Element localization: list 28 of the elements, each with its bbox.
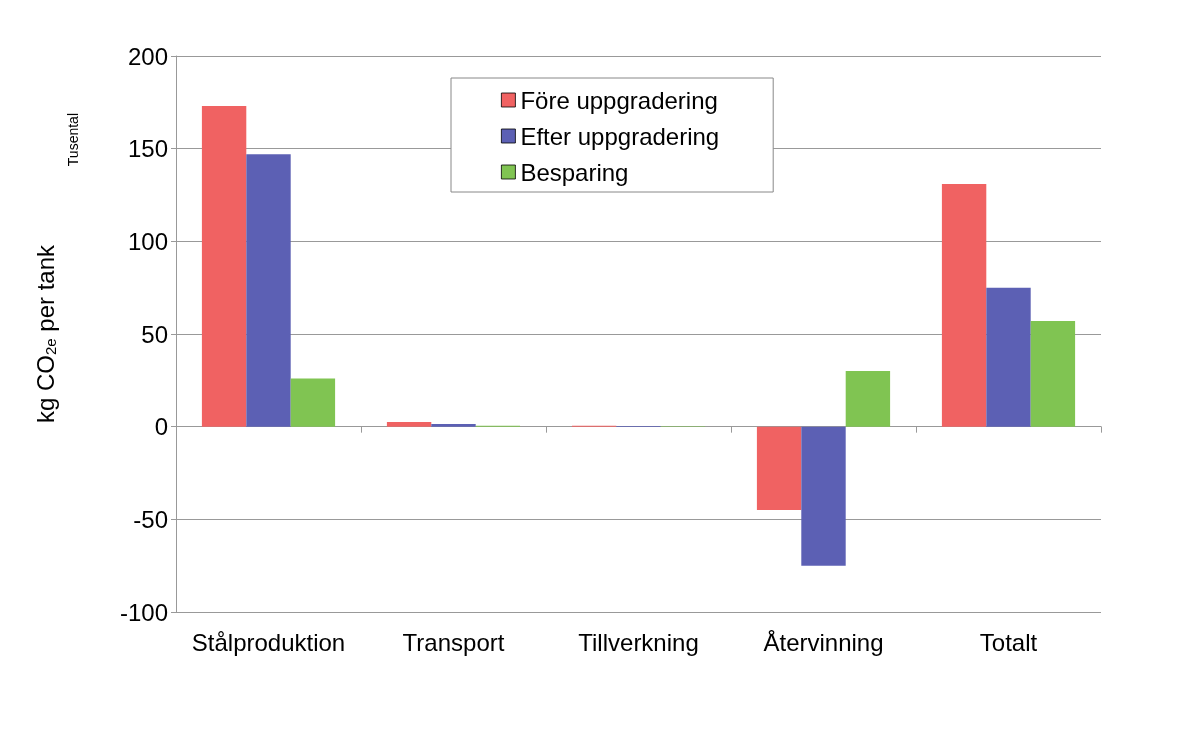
bar (801, 426, 846, 566)
y-tick-label: 200 (127, 42, 168, 70)
y-tick-label: 0 (154, 413, 168, 441)
bar (290, 378, 336, 427)
x-tick-label: Totalt (979, 628, 1038, 656)
bar (201, 106, 247, 427)
x-tick-label: Tillverkning (578, 628, 699, 656)
legend-label: Efter uppgradering (520, 122, 720, 150)
y-tick-label: 100 (127, 227, 168, 255)
y-tick-label: -50 (133, 505, 168, 533)
y-tick-label: 50 (141, 320, 168, 348)
y-axis-title: kg CO2e per tank (32, 243, 59, 424)
y-tick-label: 150 (127, 135, 168, 163)
bar (986, 287, 1031, 427)
text: Tusental (65, 112, 81, 167)
bar (756, 426, 802, 511)
bar (845, 371, 891, 427)
bar (246, 154, 291, 427)
bar (941, 183, 987, 427)
bar (431, 423, 476, 427)
legend-label: Besparing (520, 158, 629, 186)
x-tick-label: Transport (402, 628, 505, 656)
legend-label: Före uppgradering (520, 86, 718, 114)
y-tick-label: -100 (119, 598, 168, 626)
x-tick-label: Stålproduktion (191, 628, 346, 656)
x-tick-label: Återvinning (763, 628, 884, 656)
bar (386, 422, 432, 427)
bar (1030, 321, 1076, 427)
